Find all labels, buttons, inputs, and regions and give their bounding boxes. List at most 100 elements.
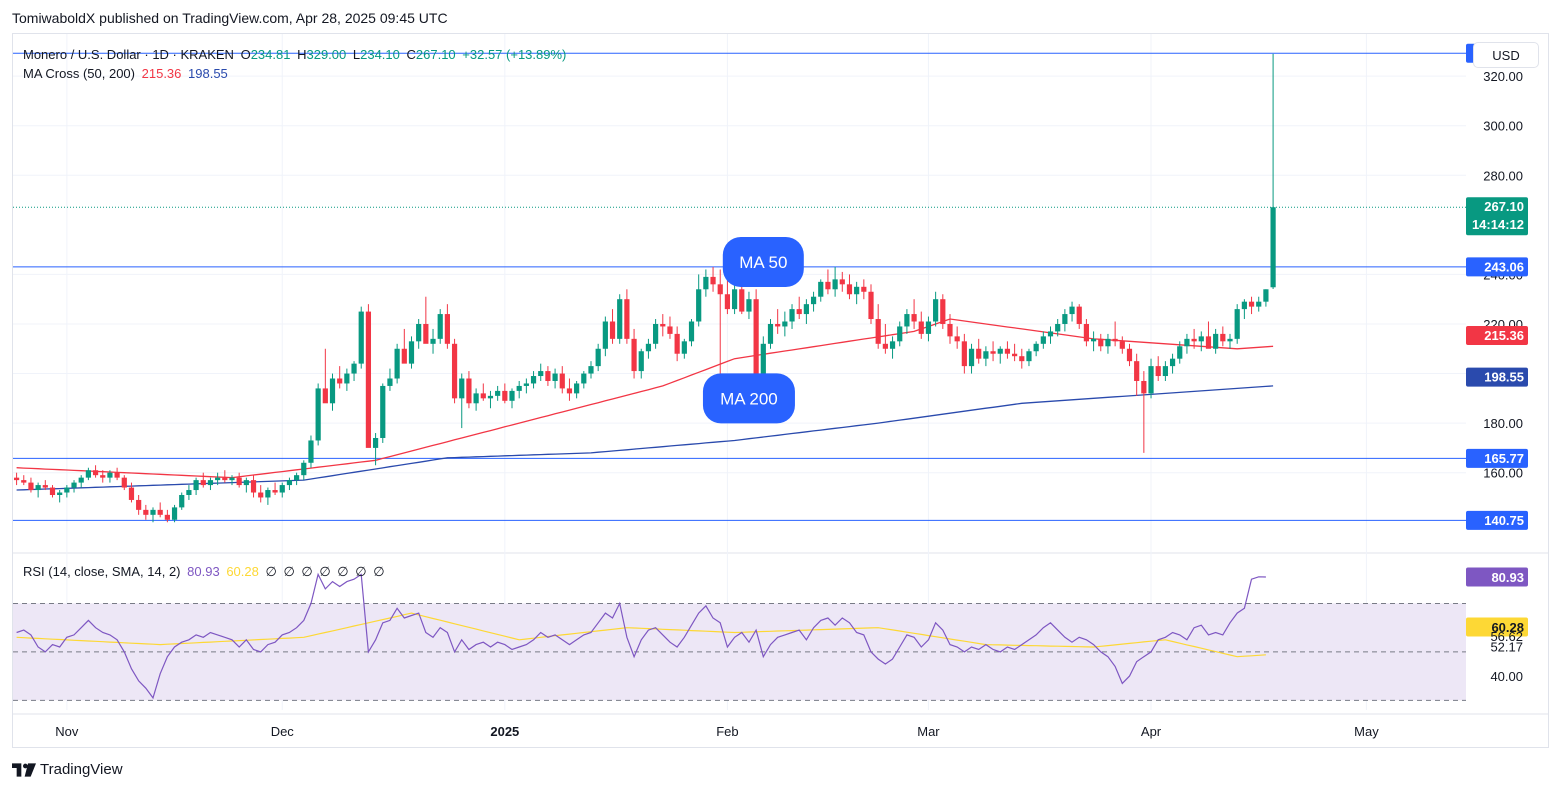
candle-body [193,480,199,491]
candle-body [301,462,307,476]
time-axis[interactable]: Nov Dec 2025 Feb Mar Apr May [13,713,1548,739]
candle-body [1019,356,1025,362]
candle-body [423,323,429,344]
candle-body [49,487,56,495]
price-badge [1466,367,1528,387]
candle-body [272,490,278,493]
candle-body [1148,366,1154,394]
candles [13,53,1276,523]
callout-bubble [702,373,795,424]
candle-body [337,378,343,384]
candle-body [1169,358,1176,367]
ma-row: MA Cross (50, 200) 215.36 198.55 [23,64,569,83]
candle-body [444,314,450,344]
price-badge-label: 215.36 [1484,328,1524,343]
ohlc-row: Monero / U.S. Dollar · 1D · KRAKEN O234.… [23,45,569,64]
candle-body [509,390,515,401]
tradingview-logo-icon [12,762,36,777]
candle-body [1270,207,1276,288]
candle-body [502,390,508,401]
price-badge [1466,510,1528,530]
empty-value: ∅ [337,564,349,579]
callout-label: MA 50 [739,253,787,272]
candle-body [925,321,932,334]
candle-body [286,480,293,486]
candle-body [200,480,206,486]
candle-body [997,348,1003,354]
time-tick-label: Apr [1141,724,1162,739]
candle-body [136,499,142,510]
candle-body [882,343,888,349]
price-badge [1466,257,1528,277]
candle-body [767,323,774,344]
moving-averages [16,318,1274,491]
price-badge-label: 140.75 [1484,513,1524,528]
candle-body [731,289,738,310]
candle-body [681,341,687,354]
candle-body [789,309,795,322]
candle-body [832,279,838,290]
footer-brand-label: TradingView [40,761,123,778]
candle-body [78,477,84,483]
candle-body [1263,289,1269,302]
candle-body [574,383,580,394]
candle-body [947,323,953,337]
candle-body [179,494,185,508]
candle-body [157,509,163,515]
currency-button[interactable]: USD [1473,42,1539,68]
empty-value: ∅ [373,564,385,579]
change-value: +32.57 (+13.89%) [462,47,567,62]
candle-body [1119,341,1125,349]
countdown-label: 14:14:12 [1472,217,1524,232]
candle-body [150,509,156,515]
candle-body [933,299,939,322]
price-tick-label: 160.00 [1483,466,1523,481]
close-value: 267.10 [415,47,456,62]
candle-body [739,289,745,312]
candle-body [35,485,41,491]
rsi-sma-line [16,612,1266,658]
candle-body [854,286,860,295]
candle-body [487,395,494,399]
callout-label: MA 200 [720,389,778,408]
price-tick-label: 320.00 [1483,69,1523,84]
price-tick-label: 180.00 [1483,416,1523,431]
candle-body [1083,323,1090,342]
low-value: 234.10 [360,47,400,62]
time-tick-label: Nov [55,724,79,739]
rsi-tick-label: 56.62 [1490,629,1523,644]
candle-body [940,299,946,324]
candle-body [1191,338,1197,342]
candle-body [645,343,652,352]
candle-body [57,492,63,495]
published-header: TomiwaboldX published on TradingView.com… [12,10,448,26]
time-tick-label: Feb [716,724,738,739]
candle-body [495,390,501,396]
price-badge [1466,197,1528,236]
rsi-tick-label: 52.17 [1490,640,1523,655]
candle-body [839,279,845,285]
candle-body [1126,348,1133,362]
candle-body [889,341,896,349]
candle-body [1069,306,1075,315]
candle-body [329,378,336,404]
candle-body [588,366,594,374]
price-badge-label: 165.77 [1484,451,1524,466]
rsi-label[interactable]: RSI (14, close, SMA, 14, 2) [23,564,181,579]
candle-body [100,475,106,478]
candle-body [430,338,436,344]
time-tick-label: Mar [917,724,940,739]
candle-body [1141,380,1147,394]
time-tick-label: May [1354,724,1379,739]
candle-body [581,373,587,384]
price-axis[interactable]: 160.00180.00200.00220.00240.00280.00300.… [1466,43,1528,530]
empty-value: ∅ [283,564,295,579]
candle-body [559,373,565,389]
candle-body [897,326,903,342]
symbol-label[interactable]: Monero / U.S. Dollar · 1D · KRAKEN [23,47,234,62]
footer-brand: TradingView [12,761,123,778]
candle-body [114,472,120,478]
ma-cross-label[interactable]: MA Cross (50, 200) [23,66,135,81]
